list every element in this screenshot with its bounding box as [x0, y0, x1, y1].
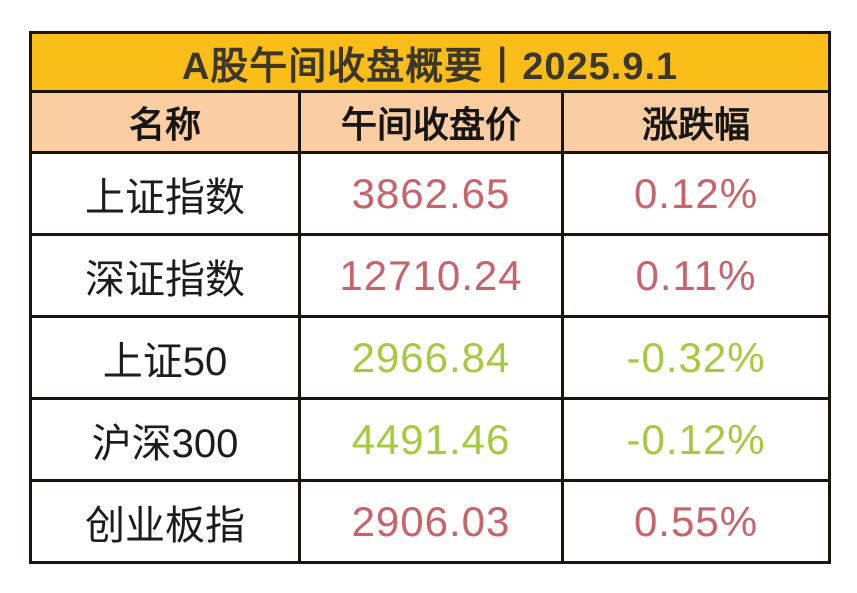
table-title: A股午间收盘概要丨2025.9.1	[28, 31, 832, 93]
table-row: 沪深300 4491.46 -0.12%	[29, 397, 832, 482]
index-name-cell: 创业板指	[29, 479, 301, 564]
index-change-cell: 0.55%	[560, 479, 832, 564]
header-row: 名称 午间收盘价 涨跌幅	[29, 90, 832, 154]
col-header-change: 涨跌幅	[560, 90, 832, 154]
index-price-cell: 2906.03	[298, 479, 564, 564]
table-row: 深证指数 12710.24 0.11%	[29, 233, 832, 318]
index-name-cell: 沪深300	[29, 397, 301, 482]
index-price-cell: 12710.24	[298, 233, 564, 318]
index-name-cell: 深证指数	[29, 233, 301, 318]
index-price-cell: 2966.84	[298, 315, 564, 400]
index-change-cell: 0.11%	[560, 233, 832, 318]
index-price-cell: 3862.65	[298, 151, 564, 236]
midday-close-table: A股午间收盘概要丨2025.9.1 名称 午间收盘价 涨跌幅 上证指数 3862.…	[28, 31, 832, 564]
midday-close-summary: A股午间收盘概要丨2025.9.1 名称 午间收盘价 涨跌幅 上证指数 3862.…	[28, 31, 832, 564]
table-row: 上证指数 3862.65 0.12%	[29, 151, 832, 236]
index-change-cell: -0.12%	[560, 397, 832, 482]
col-header-name: 名称	[29, 90, 301, 154]
table-row: 创业板指 2906.03 0.55%	[29, 479, 832, 564]
index-name-cell: 上证50	[29, 315, 301, 400]
col-header-price: 午间收盘价	[298, 90, 564, 154]
index-price-cell: 4491.46	[298, 397, 564, 482]
table-body: 上证指数 3862.65 0.12% 深证指数 12710.24 0.11% 上证50 296…	[29, 151, 832, 564]
table-row: 上证50 2966.84 -0.32%	[29, 315, 832, 400]
title-row: A股午间收盘概要丨2025.9.1	[28, 31, 832, 93]
index-change-cell: -0.32%	[560, 315, 832, 400]
index-name-cell: 上证指数	[29, 151, 301, 236]
index-change-cell: 0.12%	[560, 151, 832, 236]
